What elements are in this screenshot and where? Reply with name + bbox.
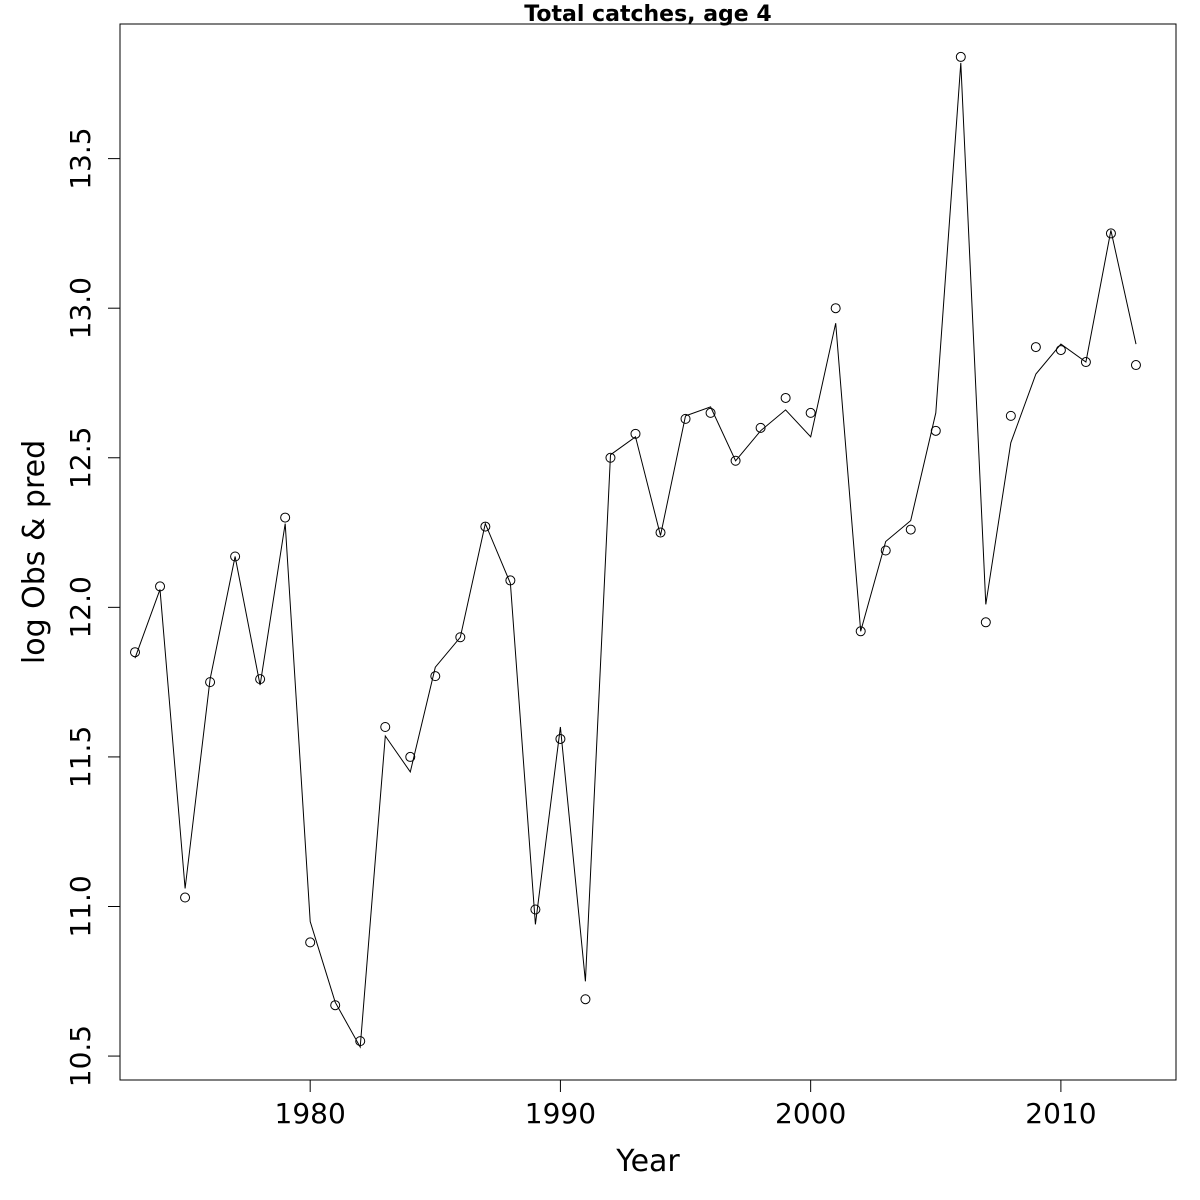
observed-point: [580, 994, 591, 1005]
observed-point: [830, 303, 841, 314]
observed-points: [130, 51, 1141, 1047]
observed-point: [305, 937, 316, 948]
observed-point: [630, 428, 641, 439]
observed-point: [780, 392, 791, 403]
observed-point: [155, 581, 166, 592]
x-tick-label: 2000: [775, 1097, 846, 1130]
observed-point: [680, 413, 691, 424]
observed-point: [855, 626, 866, 637]
x-axis-title: Year: [615, 1144, 680, 1179]
observed-point: [255, 674, 266, 685]
plot-frame: [119, 23, 1177, 1081]
observed-point: [1055, 345, 1066, 356]
observed-point: [1080, 357, 1091, 368]
observed-point: [1130, 360, 1141, 371]
observed-point: [980, 617, 991, 628]
x-axis: 1980 1990 2000 2010: [275, 1079, 1097, 1130]
observed-point: [1005, 410, 1016, 421]
y-tick-label: 12.5: [64, 427, 97, 489]
y-axis: 10.5 11.0 11.5 12.0 12.5 13.0 13.5: [64, 127, 121, 1087]
observed-point: [905, 524, 916, 535]
observed-point: [130, 647, 141, 658]
observed-point: [355, 1036, 366, 1047]
y-axis-title: log Obs & pred: [17, 440, 52, 664]
observed-point: [455, 632, 466, 643]
observed-point: [230, 551, 241, 562]
observed-point: [755, 422, 766, 433]
y-tick-label: 13.0: [64, 277, 97, 339]
predicted-series-line: [134, 62, 1137, 1049]
observed-point: [1030, 342, 1041, 353]
y-tick-label: 10.5: [64, 1025, 97, 1087]
observed-point: [405, 751, 416, 762]
predicted-line: [134, 62, 1137, 1049]
y-tick-label: 11.5: [64, 726, 97, 788]
y-tick-label: 11.0: [64, 875, 97, 937]
observed-point: [705, 407, 716, 418]
observed-point: [530, 904, 541, 915]
x-tick-label: 1990: [525, 1097, 596, 1130]
observed-point: [330, 1000, 341, 1011]
observed-point: [380, 722, 391, 733]
observed-point: [205, 677, 216, 688]
chart-title: Total catches, age 4: [524, 2, 771, 27]
observed-point: [505, 575, 516, 586]
observed-point: [880, 545, 891, 556]
observed-point: [930, 425, 941, 436]
observed-point: [730, 455, 741, 466]
observed-point: [655, 527, 666, 538]
observed-point: [955, 51, 966, 62]
observed-point: [480, 521, 491, 532]
observed-point: [555, 733, 566, 744]
y-tick-label: 13.5: [64, 127, 97, 189]
observed-point: [805, 407, 816, 418]
observed-point: [430, 671, 441, 682]
observed-point: [1105, 228, 1116, 239]
y-tick-label: 12.0: [64, 576, 97, 638]
x-tick-label: 1980: [275, 1097, 346, 1130]
observed-point: [180, 892, 191, 903]
observed-point: [605, 452, 616, 463]
observed-point: [280, 512, 291, 523]
x-tick-label: 2010: [1025, 1097, 1096, 1130]
